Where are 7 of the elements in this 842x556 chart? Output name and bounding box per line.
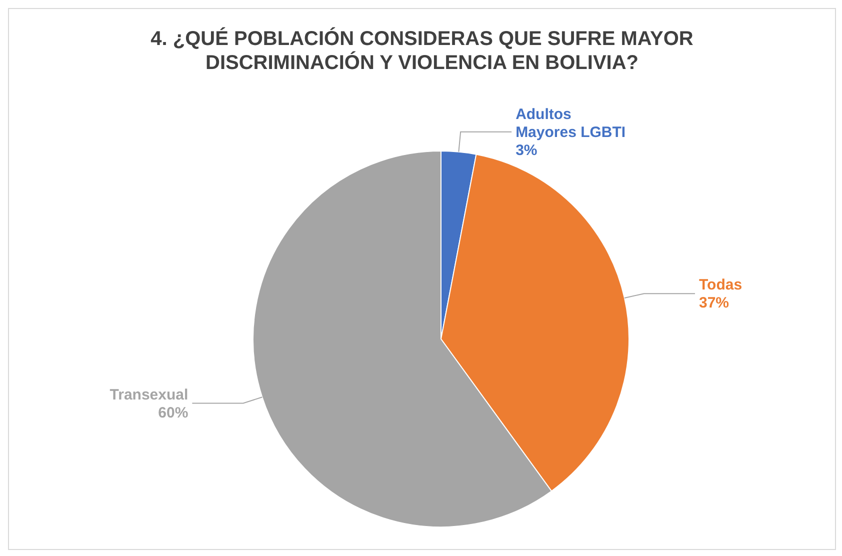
data-label: 37%	[698, 294, 730, 312]
slice-label: Transexual	[110, 386, 188, 404]
slice-label: Adultos Mayores LGBTI	[516, 106, 626, 141]
chart-title: 4. ¿QUÉ POBLACIÓN CONSIDERAS QUE SUFRE MAYOR DISCRIMINACIÓN Y VIOLENCIA EN BOLIVIA?	[150, 27, 694, 75]
data-label: 60%	[158, 404, 188, 422]
slice-label: Todas	[698, 276, 742, 294]
data-label: 3%	[516, 142, 538, 159]
